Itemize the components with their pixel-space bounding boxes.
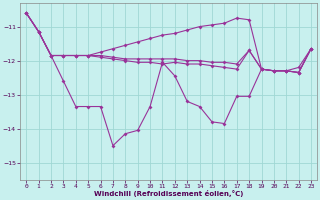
X-axis label: Windchill (Refroidissement éolien,°C): Windchill (Refroidissement éolien,°C): [94, 190, 243, 197]
